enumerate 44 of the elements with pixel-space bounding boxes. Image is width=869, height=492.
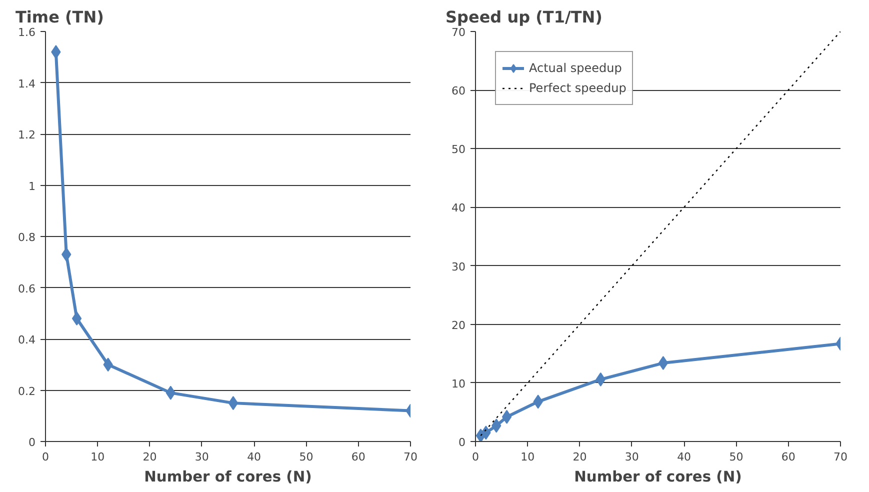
legend-label: Actual speedup bbox=[529, 61, 622, 75]
x-axis-title: Number of cores (N) bbox=[574, 468, 742, 486]
y-axis-title: Time (TN) bbox=[16, 8, 104, 26]
y-tick-label: 40 bbox=[452, 202, 466, 215]
y-tick-label: 10 bbox=[452, 377, 466, 390]
point bbox=[658, 356, 668, 370]
y-tick-label: 20 bbox=[452, 318, 466, 332]
point bbox=[72, 312, 82, 326]
x-tick-label: 70 bbox=[834, 450, 848, 464]
y-tick-label: 1.6 bbox=[18, 26, 36, 39]
y-tick-label: 50 bbox=[452, 143, 466, 156]
y-tick-label: 0 bbox=[28, 436, 36, 449]
y-tick-label: 60 bbox=[452, 84, 466, 98]
y-tick-label: 1.4 bbox=[18, 77, 36, 90]
x-axis-title: Number of cores (N) bbox=[144, 468, 312, 486]
x-tick-label: 20 bbox=[142, 450, 157, 464]
x-tick-label: 60 bbox=[781, 450, 796, 464]
y-tick-label: 1.2 bbox=[18, 128, 36, 142]
x-tick-label: 30 bbox=[624, 450, 639, 464]
legend-label: Perfect speedup bbox=[529, 81, 626, 95]
y-axis-title: Speed up (T1/TN) bbox=[446, 8, 602, 26]
x-tick-label: 0 bbox=[472, 450, 479, 464]
x-tick-label: 70 bbox=[404, 450, 418, 464]
x-tick-label: 50 bbox=[299, 450, 314, 464]
x-tick-label: 10 bbox=[520, 450, 535, 464]
x-tick-label: 20 bbox=[572, 450, 587, 464]
x-tick-label: 40 bbox=[677, 450, 692, 464]
point bbox=[502, 410, 512, 424]
y-tick-label: 70 bbox=[452, 26, 466, 39]
x-tick-label: 0 bbox=[42, 450, 49, 464]
y-tick-label: 30 bbox=[452, 260, 466, 274]
x-tick-label: 40 bbox=[247, 450, 262, 464]
y-tick-label: 0.4 bbox=[18, 334, 36, 346]
y-tick-label: 0.8 bbox=[18, 231, 36, 244]
x-tick-label: 30 bbox=[194, 450, 209, 464]
point bbox=[51, 45, 61, 59]
x-tick-label: 50 bbox=[729, 450, 744, 464]
y-tick-label: 0 bbox=[458, 436, 466, 449]
point bbox=[228, 396, 238, 410]
x-tick-label: 10 bbox=[90, 450, 105, 464]
x-tick-label: 60 bbox=[351, 450, 366, 464]
y-tick-label: 1 bbox=[28, 180, 36, 193]
y-tick-label: 0.2 bbox=[18, 384, 36, 398]
y-tick-label: 0.6 bbox=[18, 282, 36, 296]
